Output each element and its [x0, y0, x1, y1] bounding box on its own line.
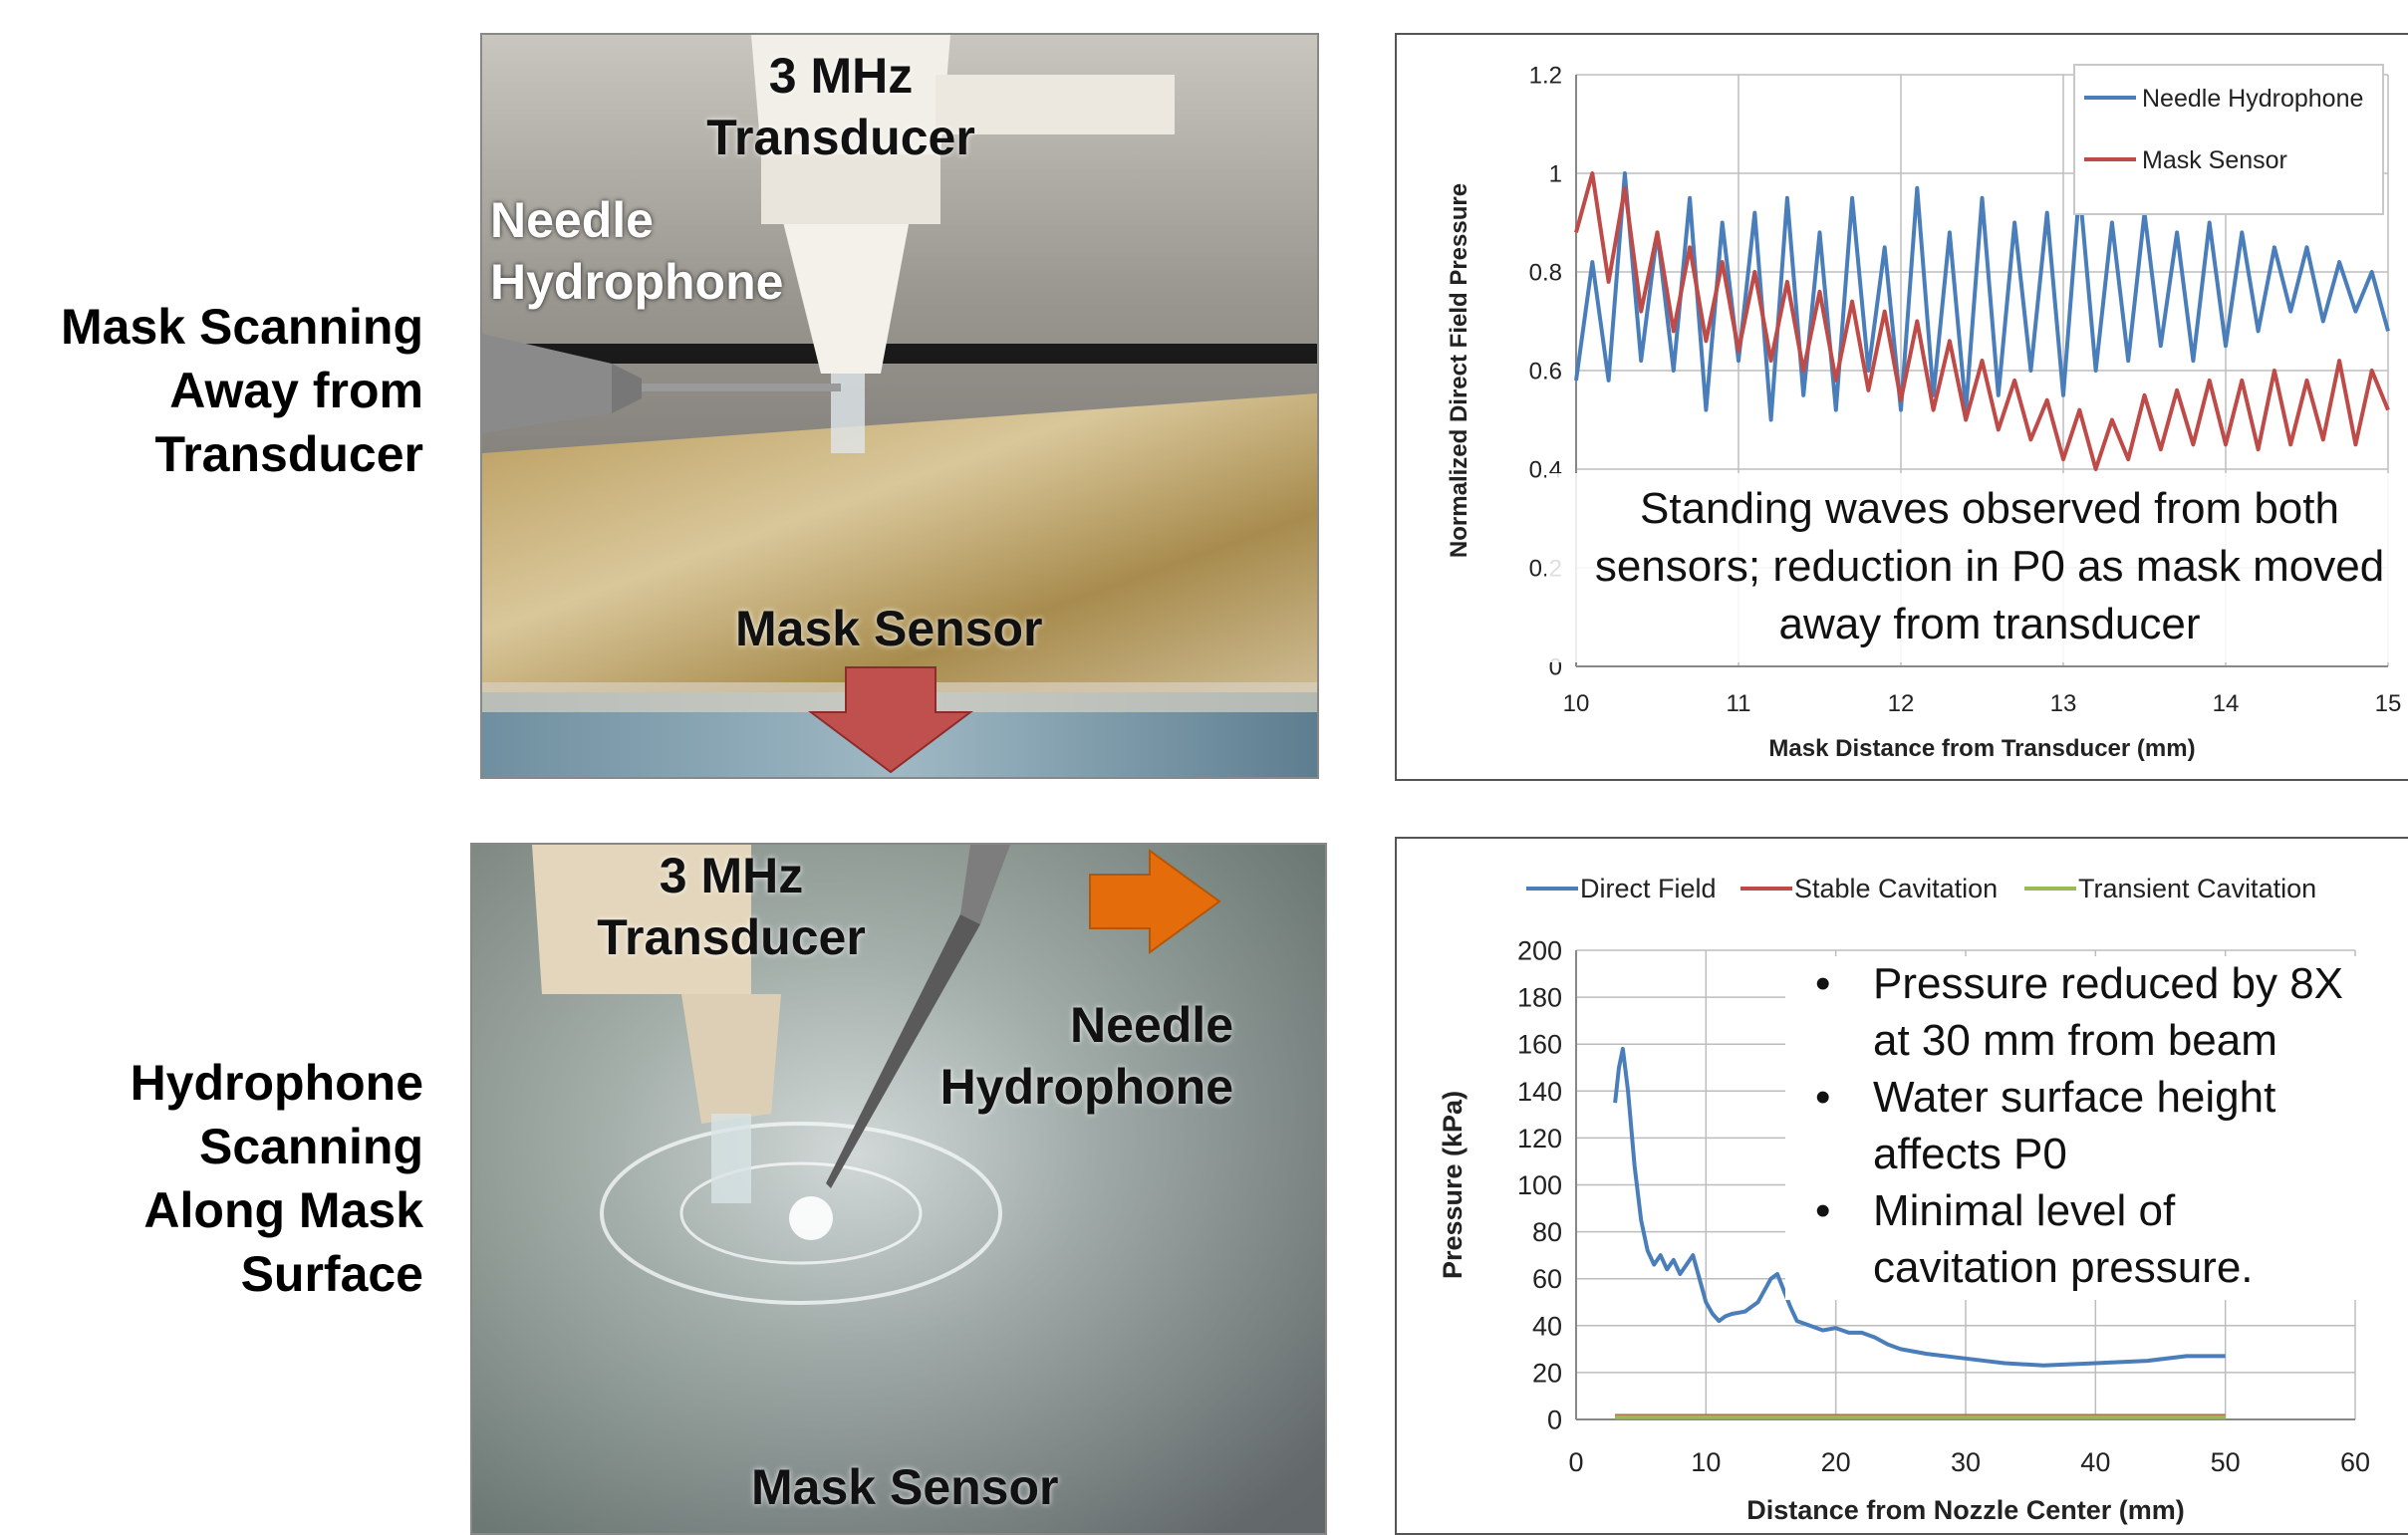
legend-label: Stable Cavitation: [1794, 874, 1998, 903]
photo-mask-scanning: 3 MHz Transducer Needle Hydrophone Mask …: [480, 33, 1319, 779]
annotation-line: at 30 mm from beam: [1873, 1016, 2277, 1065]
row-label-line: Away from: [169, 363, 423, 418]
x-tick-label: 50: [2211, 1447, 2241, 1477]
photo2-transducer-label: 3 MHz Transducer: [522, 845, 940, 968]
label-line: Hydrophone: [490, 254, 784, 310]
y-tick-label: 0: [1547, 1405, 1562, 1434]
annotation-line: sensors; reduction in P0 as mask moved: [1595, 542, 2384, 591]
photo1-mask-sensor-label: Mask Sensor: [735, 601, 1043, 656]
photo-illustration: [472, 845, 1325, 1533]
row-label-hydrophone-scanning: Hydrophone Scanning Along Mask Surface: [131, 1051, 423, 1306]
label-line: Hydrophone: [939, 1059, 1233, 1115]
row-label-mask-scanning: Mask Scanning Away from Transducer: [61, 295, 423, 486]
photo2-hydrophone-label: Needle Hydrophone: [940, 994, 1233, 1118]
label-line: 3 MHz: [659, 848, 804, 903]
x-tick-label: 15: [2375, 690, 2402, 717]
annotation-line: Standing waves observed from both: [1640, 484, 2339, 533]
y-tick-label: 20: [1532, 1358, 1562, 1388]
annotation-line: Pressure reduced by 8X: [1873, 959, 2343, 1008]
legend-box: [2073, 64, 2384, 215]
y-tick-label: 1: [1549, 160, 1562, 187]
y-axis-label: Pressure (kPa): [1438, 1091, 1468, 1279]
chart-standing-waves: 10 11 12 13 14 15 0 0.2 0.4 0.6 0.8 1 1.2 Mask Distan…: [1395, 33, 2408, 781]
annotation-line: away from transducer: [1778, 600, 2200, 648]
y-tick-label: 40: [1532, 1311, 1562, 1341]
x-tick-label: 13: [2050, 690, 2077, 717]
y-tick-label: 120: [1517, 1124, 1562, 1153]
row-label-line: Surface: [240, 1246, 423, 1302]
bullet-icon: •: [1815, 1186, 1830, 1235]
y-tick-label: 140: [1517, 1077, 1562, 1107]
x-tick-label: 12: [1888, 690, 1915, 717]
photo1-transducer-label: 3 MHz Transducer: [642, 45, 1040, 168]
label-line: Transducer: [706, 110, 975, 165]
row-label-line: Along Mask: [143, 1182, 423, 1238]
photo1-hydrophone-label: Needle Hydrophone: [490, 189, 783, 313]
y-tick-label: 60: [1532, 1264, 1562, 1294]
x-axis-label: Mask Distance from Transducer (mm): [1768, 735, 2195, 762]
y-tick-label: 1.2: [1529, 62, 1562, 89]
photo-illustration: [482, 35, 1317, 777]
annotation-background: [1546, 473, 2408, 662]
y-axis-label: Normalized Direct Field Pressure: [1446, 183, 1472, 558]
x-tick-label: 40: [2080, 1447, 2110, 1477]
x-tick-label: 10: [1563, 690, 1590, 717]
bullet-icon: •: [1815, 959, 1830, 1008]
chart-svg: 0 10 20 30 40 50 60 0 20 40 60 80 100 120 140 160 180 200…: [1438, 874, 2403, 1525]
y-tick-label: 100: [1517, 1170, 1562, 1200]
y-tick-label: 0.8: [1529, 259, 1562, 286]
x-tick-label: 30: [1951, 1447, 1981, 1477]
x-tick-label: 60: [2340, 1447, 2370, 1477]
row-label-line: Transducer: [154, 426, 423, 482]
legend-label: Mask Sensor: [2142, 146, 2287, 174]
x-tick-label: 10: [1691, 1447, 1721, 1477]
bullet-icon: •: [1815, 1073, 1830, 1122]
row-label-line: Mask Scanning: [61, 299, 423, 355]
annotation-line: affects P0: [1873, 1130, 2067, 1178]
legend-label: Direct Field: [1580, 874, 1717, 903]
label-line: 3 MHz: [768, 48, 914, 104]
label-line: Needle: [490, 192, 654, 248]
y-tick-label: 200: [1517, 935, 1562, 965]
series-line-needle-hydrophone: [1574, 171, 2390, 422]
row-label-line: Hydrophone: [130, 1055, 423, 1111]
x-tick-label: 20: [1821, 1447, 1851, 1477]
chart-pressure-distance: 0 10 20 30 40 50 60 0 20 40 60 80 100 120 140 160 180 200…: [1395, 837, 2408, 1535]
y-tick-label: 0.6: [1529, 358, 1562, 384]
annotation-line: Water surface height: [1873, 1073, 2275, 1122]
series-line-mask-sensor: [1574, 171, 2390, 471]
x-tick-label: 0: [1568, 1447, 1583, 1477]
x-axis-label: Distance from Nozzle Center (mm): [1746, 1495, 2185, 1525]
legend-label: Transient Cavitation: [2078, 874, 2316, 903]
photo2-mask-sensor-label: Mask Sensor: [751, 1459, 1059, 1515]
x-tick-label: 11: [1727, 690, 1751, 717]
row-label-line: Scanning: [198, 1119, 423, 1174]
label-line: Needle: [1070, 997, 1233, 1053]
annotation-line: Minimal level of: [1873, 1186, 2176, 1235]
photo-hydrophone-scanning: 3 MHz Transducer Needle Hydrophone Mask …: [470, 843, 1327, 1535]
y-tick-label: 80: [1532, 1217, 1562, 1247]
y-tick-label: 160: [1517, 1030, 1562, 1060]
y-tick-label: 180: [1517, 983, 1562, 1013]
x-tick-label: 14: [2213, 690, 2240, 717]
legend-label: Needle Hydrophone: [2142, 85, 2363, 113]
series-line-direct-field: [1613, 1046, 2226, 1368]
label-line: Transducer: [597, 909, 866, 965]
annotation-line: cavitation pressure.: [1873, 1243, 2254, 1292]
annotation-background: [1785, 956, 2403, 1300]
